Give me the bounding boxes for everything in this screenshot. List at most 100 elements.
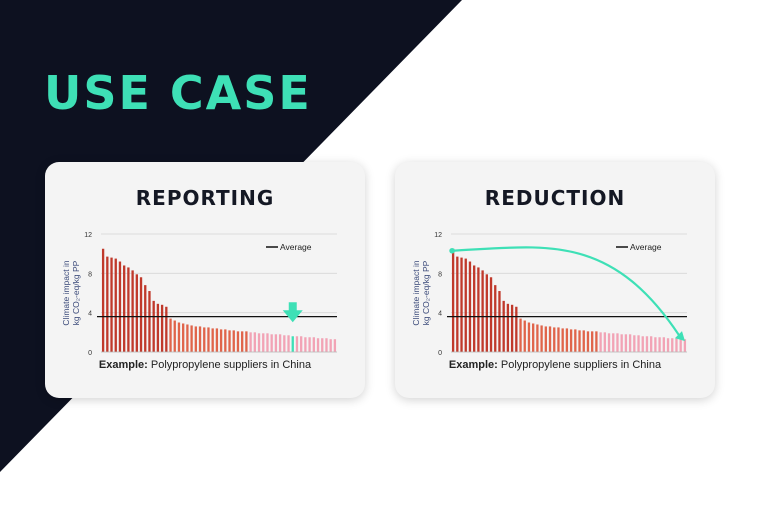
reduction-chart: 12 8 4 0 Climate impact inkg CO₂-eq/kg PP Ave… <box>411 232 687 357</box>
bar <box>666 338 670 352</box>
reduction-card: REDUCTION 12 8 4 0 Climate impact inkg CO₂-e… <box>395 162 715 398</box>
bar <box>304 337 307 352</box>
bar <box>266 333 269 352</box>
bar <box>325 338 328 352</box>
bar <box>650 336 653 352</box>
y-tick-label: 4 <box>438 311 442 318</box>
y-tick-label: 12 <box>434 232 442 239</box>
bar <box>540 325 543 352</box>
bar <box>194 326 197 352</box>
arrowhead-icon <box>675 331 685 342</box>
bar <box>658 337 661 352</box>
bar <box>603 332 606 352</box>
bar <box>283 335 286 352</box>
bar <box>300 336 303 352</box>
bar <box>274 334 278 352</box>
bar <box>460 257 463 352</box>
bar <box>628 334 632 352</box>
bar <box>173 320 176 352</box>
bar <box>607 333 611 352</box>
reporting-chart: 12 8 4 0 Climate impact inkg CO₂-eq/kg PP Ave… <box>61 232 337 357</box>
y-tick-label: 8 <box>438 271 442 278</box>
bar <box>464 258 467 352</box>
bar <box>165 306 168 352</box>
bar <box>489 277 493 352</box>
bar <box>186 324 189 352</box>
bar <box>333 339 337 352</box>
bar <box>616 333 619 352</box>
bar <box>287 335 290 352</box>
y-axis-label: Climate impact inkg CO₂-eq/kg PP <box>61 260 81 325</box>
bar <box>123 265 126 352</box>
bar <box>481 270 484 352</box>
bar <box>675 338 678 352</box>
slide-title: USE CASE <box>44 66 312 120</box>
legend-label: Average <box>630 242 662 252</box>
bar <box>182 323 185 352</box>
bar <box>295 336 299 352</box>
bar <box>654 337 657 352</box>
bar <box>510 304 514 352</box>
bar <box>557 327 560 352</box>
bar <box>270 334 273 352</box>
bar <box>177 322 181 352</box>
bar <box>451 248 455 352</box>
bar <box>574 329 577 352</box>
bar <box>190 325 193 352</box>
bar <box>671 338 674 352</box>
bar <box>519 318 522 352</box>
bar <box>262 333 265 352</box>
bar <box>215 328 219 352</box>
bar <box>612 333 615 352</box>
bar <box>321 338 324 352</box>
y-axis-label: Climate impact inkg CO₂-eq/kg PP <box>411 260 431 325</box>
bar <box>599 332 602 352</box>
bar <box>198 326 202 352</box>
bar <box>156 303 160 352</box>
bar <box>473 265 476 352</box>
bar <box>582 330 585 352</box>
card-title: REPORTING <box>135 186 275 210</box>
y-tick-label: 8 <box>88 271 92 278</box>
bar <box>683 339 687 352</box>
reporting-card: REPORTING 12 8 4 0 Climate impact inkg CO₂-e… <box>45 162 365 398</box>
bar <box>329 339 332 352</box>
caption-text: Polypropylene suppliers in China <box>147 359 312 371</box>
bar <box>114 258 117 352</box>
bar <box>641 336 644 352</box>
bar <box>101 248 105 352</box>
bar <box>144 285 147 352</box>
bar <box>245 331 248 352</box>
arrow-down-icon <box>282 302 303 323</box>
bar <box>148 291 151 352</box>
bar <box>110 257 113 352</box>
legend-label: Average <box>280 242 312 252</box>
bar <box>544 326 547 352</box>
card-caption: Example: Polypropylene suppliers in Chin… <box>395 359 715 371</box>
bar <box>169 318 172 352</box>
bar <box>536 324 539 352</box>
bar <box>532 323 535 352</box>
bar <box>624 334 628 352</box>
bar <box>595 331 598 352</box>
bar <box>228 330 231 352</box>
bar <box>312 337 315 352</box>
bar <box>662 337 665 352</box>
y-tick-label: 12 <box>84 232 92 239</box>
bar <box>569 329 573 352</box>
bar <box>515 306 518 352</box>
bar <box>561 328 564 352</box>
bar <box>291 336 294 352</box>
bar <box>456 256 459 352</box>
bar <box>106 256 109 352</box>
bar <box>118 261 122 352</box>
bar <box>637 335 640 352</box>
bar <box>679 339 682 352</box>
bar <box>253 332 256 352</box>
bar <box>468 261 472 352</box>
card-title: REDUCTION <box>484 186 626 210</box>
bar <box>211 328 214 352</box>
bar <box>565 328 569 352</box>
card-caption: Example: Polypropylene suppliers in Chin… <box>45 359 365 371</box>
